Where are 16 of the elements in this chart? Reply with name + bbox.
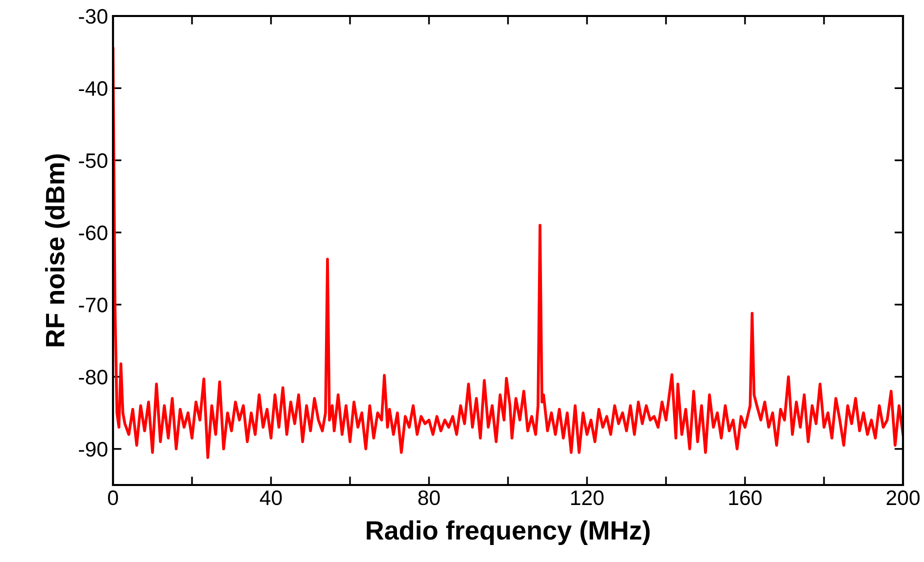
x-tick-label: 200	[886, 490, 920, 506]
x-tick-label: 80	[418, 490, 440, 506]
x-tick-label: 40	[260, 490, 282, 506]
y-tick-label: -70	[78, 298, 108, 312]
x-tick-label: 120	[571, 490, 604, 506]
y-tick-label: -80	[78, 370, 108, 385]
y-tick-label: -30	[78, 9, 108, 24]
y-tick-label: -60	[78, 225, 108, 240]
x-tick-label: 0	[108, 490, 118, 506]
y-tick-label: -50	[78, 153, 108, 168]
x-axis-title: Radio frequency (MHz)	[366, 520, 650, 545]
x-tick-label: 160	[729, 490, 762, 506]
y-tick-label: -40	[78, 81, 108, 96]
y-tick-label: -90	[78, 442, 108, 457]
y-axis-title: RF noise (dBm)	[45, 154, 70, 346]
line-series	[113, 47, 903, 459]
